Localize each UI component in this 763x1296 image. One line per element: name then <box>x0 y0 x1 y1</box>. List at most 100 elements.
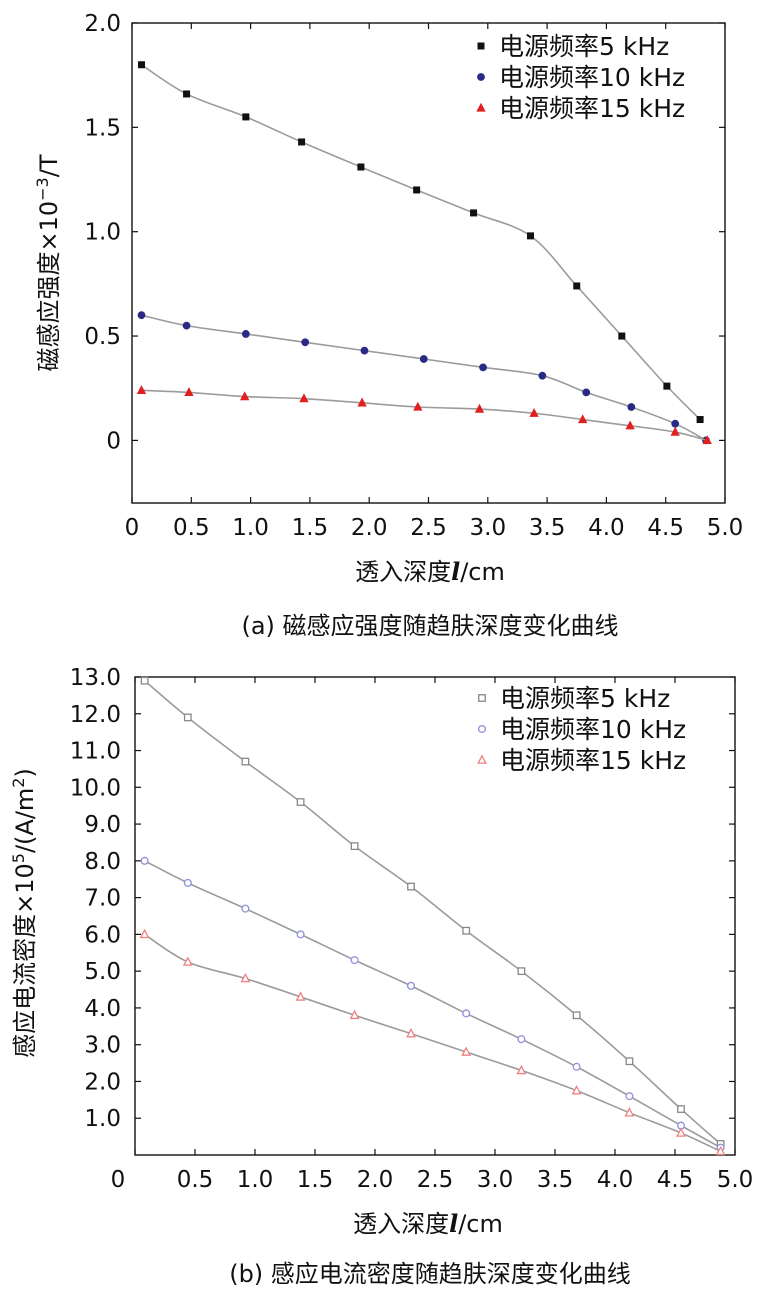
data-point <box>413 186 421 194</box>
data-point <box>625 1057 634 1066</box>
legend-marker <box>477 754 487 764</box>
data-point <box>578 414 588 424</box>
data-point <box>625 420 635 430</box>
data-point <box>136 385 147 394</box>
legend-label: 电源频率15 kHz <box>500 746 686 775</box>
y-tick-label: 2.0 <box>84 1069 121 1095</box>
legend-label: 电源频率10 kHz <box>499 63 685 92</box>
data-point <box>526 232 534 240</box>
data-point <box>406 1028 416 1038</box>
data-point <box>299 393 309 403</box>
data-point <box>239 391 250 401</box>
data-point <box>140 856 149 865</box>
data-point <box>618 332 626 340</box>
data-point <box>407 882 415 891</box>
data-point <box>517 1035 526 1044</box>
data-point <box>516 1064 527 1075</box>
legend-item: 电源频率5 kHz <box>477 32 669 61</box>
data-point <box>349 1009 360 1020</box>
x-tick-label: 1.5 <box>292 515 329 541</box>
data-point <box>137 311 146 320</box>
x-tick-label: 3.0 <box>470 515 507 541</box>
data-point <box>663 382 671 390</box>
legend-marker <box>476 102 486 112</box>
series-line <box>141 389 708 442</box>
series-3 <box>136 385 712 445</box>
legend-label: 电源频率15 kHz <box>499 94 685 123</box>
data-point <box>360 346 369 355</box>
data-point <box>702 435 712 445</box>
y-tick-label: 1.0 <box>84 1106 121 1132</box>
legend-marker <box>477 724 487 734</box>
x-tick-label: 0.5 <box>173 515 210 541</box>
x-tick-label: 2.5 <box>410 515 447 541</box>
data-point <box>677 1105 685 1113</box>
y-tick-label: 10.0 <box>70 775 121 801</box>
data-point <box>242 113 250 121</box>
data-point <box>470 209 478 217</box>
data-point <box>462 926 471 935</box>
data-point <box>696 416 704 424</box>
legend-label: 电源频率10 kHz <box>500 715 686 744</box>
x-tick-label: 1.0 <box>237 1167 274 1193</box>
data-point <box>350 842 359 851</box>
y-tick-label: 12.0 <box>70 702 121 728</box>
x-axis-title: 透入深度l/cm <box>353 1209 503 1238</box>
series-line <box>144 860 721 1149</box>
data-point <box>139 928 150 939</box>
data-point <box>183 713 192 722</box>
x-tick-label: 3.5 <box>537 1167 574 1193</box>
x-tick-label: 5.0 <box>717 1167 754 1193</box>
data-point <box>301 338 310 347</box>
x-tick-label: 4.5 <box>657 1167 694 1193</box>
data-point <box>627 403 636 411</box>
y-tick-label: 13.0 <box>70 665 121 691</box>
data-point <box>296 798 305 806</box>
figure-caption: (a) 磁感应强度随趋肤深度变化曲线 <box>241 612 618 640</box>
chart-b: 0 0.5 1.0 1.5 2.0 2.5 3.0 3.5 4.0 4.5 5.0 1.0 2.0 3.0… <box>9 665 753 1288</box>
legend-item: 电源频率10 kHz <box>477 63 685 92</box>
data-point <box>182 321 191 330</box>
figure-caption: (b) 感应电流密度随趋肤深度变化曲线 <box>229 1260 631 1288</box>
series-3 <box>139 928 726 1156</box>
data-point <box>479 363 487 372</box>
legend-item: 电源频率10 kHz <box>477 715 686 744</box>
data-point <box>529 407 539 417</box>
data-point <box>406 981 416 990</box>
y-tick-label: 0 <box>106 428 121 454</box>
data-point <box>671 419 680 428</box>
x-tick-label: 2.0 <box>351 515 388 541</box>
y-axis-title: 磁感应强度×10−3/T <box>33 154 63 371</box>
series-1 <box>137 61 704 424</box>
data-point <box>625 1092 634 1101</box>
legend-item: 电源频率15 kHz <box>477 746 686 775</box>
data-point <box>670 426 680 436</box>
legend-marker <box>477 42 485 50</box>
series-line <box>144 933 721 1153</box>
data-point <box>474 403 485 413</box>
data-point <box>572 1011 581 1020</box>
y-tick-label: 8.0 <box>84 849 121 875</box>
data-point <box>241 330 250 338</box>
data-point <box>357 163 365 171</box>
data-point <box>461 1046 472 1056</box>
data-point <box>241 757 250 766</box>
data-point <box>241 904 250 913</box>
x-tick-label: 0.5 <box>177 1167 214 1193</box>
data-point <box>184 387 194 397</box>
y-tick-label: 7.0 <box>84 886 121 912</box>
data-point <box>240 972 251 983</box>
legend-marker <box>477 73 485 81</box>
x-tick-label: 1.0 <box>232 515 269 541</box>
data-point <box>538 371 547 380</box>
x-tick-label: 3.0 <box>477 1167 514 1193</box>
data-point <box>350 956 359 965</box>
y-tick-label: 11.0 <box>70 739 121 765</box>
legend-label: 电源频率5 kHz <box>499 32 669 61</box>
data-point <box>298 138 306 146</box>
y-tick-label: 2.0 <box>84 11 121 37</box>
x-tick-label: 2.0 <box>357 1167 394 1193</box>
data-point <box>517 967 526 976</box>
